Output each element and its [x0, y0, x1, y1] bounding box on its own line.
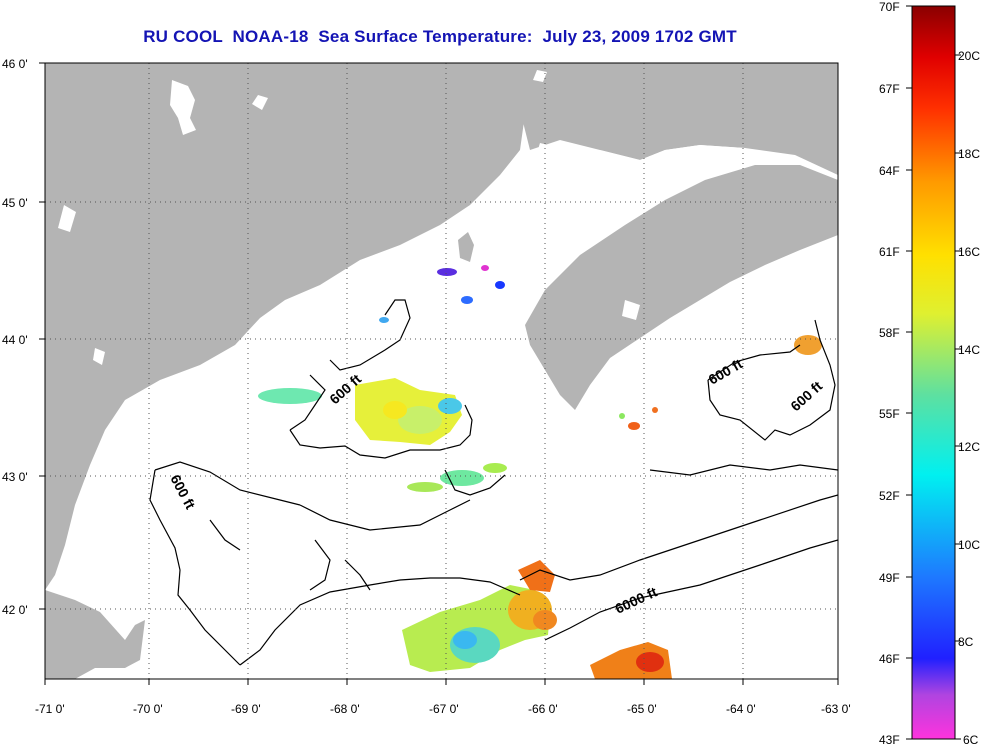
- colorbar-c-label: 8C: [958, 635, 974, 649]
- colorbar-f-label: 52F: [879, 489, 900, 503]
- colorbar-c-label: 14C: [958, 343, 980, 357]
- colorbar-f-label: 43F: [879, 733, 900, 747]
- land-grand-manan: [458, 232, 474, 262]
- lat-label-46: 46 0': [2, 57, 28, 71]
- lon-label-68: -68 0': [330, 702, 360, 716]
- map-title: RU COOL NOAA-18 Sea Surface Temperature:…: [143, 27, 737, 46]
- bay-of-fundy: [600, 145, 760, 178]
- lon-label-67: -67 0': [429, 702, 459, 716]
- lat-label-43: 43 0': [2, 470, 28, 484]
- land-new-england: [45, 63, 527, 590]
- sst-patches: [258, 265, 822, 679]
- colorbar-f-label: 58F: [879, 326, 900, 340]
- lat-label-42: 42 0': [2, 603, 28, 617]
- lon-label-63: -63 0': [821, 702, 851, 716]
- colorbar-f-label: 46F: [879, 652, 900, 666]
- colorbar-c-label: 6C: [963, 733, 979, 747]
- lon-label-66: -66 0': [528, 702, 558, 716]
- lat-label-45: 45 0': [2, 196, 28, 210]
- isobath-contours: [149, 299, 838, 666]
- lon-label-65: -65 0': [627, 702, 657, 716]
- graticule: [45, 63, 838, 679]
- colorbar-c-label: 18C: [958, 147, 980, 161]
- axis-ticks: [39, 62, 839, 685]
- colorbar-f-label: 70F: [879, 0, 900, 14]
- land-cape-cod: [45, 590, 145, 679]
- map-border: [44, 62, 839, 680]
- colorbar-f-label: 61F: [879, 245, 900, 259]
- land-nova-scotia: [525, 165, 838, 410]
- colorbar: [911, 5, 956, 740]
- colorbar-c-label: 16C: [958, 245, 980, 259]
- colorbar-f-label: 64F: [879, 164, 900, 178]
- lon-label-64: -64 0': [726, 702, 756, 716]
- lat-label-44: 44 0': [2, 333, 28, 347]
- colorbar-f-label: 49F: [879, 571, 900, 585]
- lon-label-70: -70 0': [133, 702, 163, 716]
- colorbar-c-label: 20C: [958, 49, 980, 63]
- inland-lakes: [58, 70, 640, 365]
- land-new-brunswick: [520, 63, 838, 175]
- colorbar-c-label: 10C: [958, 538, 980, 552]
- colorbar-c-label: 12C: [958, 440, 980, 454]
- lon-label-69: -69 0': [231, 702, 261, 716]
- colorbar-f-label: 67F: [879, 82, 900, 96]
- colorbar-f-label: 55F: [879, 407, 900, 421]
- colorbar-ticks: [906, 5, 961, 740]
- lon-label-71: -71 0': [35, 702, 65, 716]
